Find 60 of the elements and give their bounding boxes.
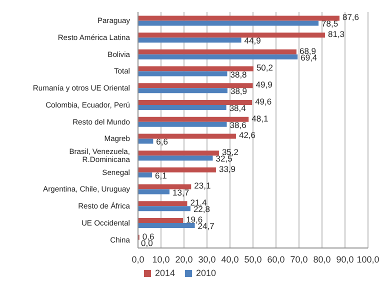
data-label: 6,6 bbox=[156, 136, 168, 147]
bar bbox=[138, 116, 249, 122]
data-label: 50,2 bbox=[256, 62, 274, 73]
data-label: 38,4 bbox=[229, 103, 246, 113]
data-label: 49,9 bbox=[256, 80, 273, 90]
bar bbox=[138, 206, 190, 212]
data-label: 38,8 bbox=[230, 69, 248, 80]
data-label: 81,3 bbox=[328, 29, 345, 39]
data-label: 78,5 bbox=[322, 18, 338, 29]
data-label: 44,9 bbox=[244, 36, 262, 46]
bar bbox=[138, 222, 195, 228]
bar bbox=[138, 184, 192, 190]
data-label: 0,6 bbox=[142, 231, 154, 242]
bar bbox=[138, 66, 254, 72]
data-label: 6,1 bbox=[155, 170, 168, 180]
bar bbox=[138, 122, 227, 127]
x-tick-label: 10,0 bbox=[152, 254, 170, 264]
bar bbox=[138, 138, 154, 144]
bar bbox=[138, 156, 213, 161]
bar bbox=[138, 189, 170, 194]
bar bbox=[138, 32, 325, 38]
data-label: 87,6 bbox=[342, 12, 360, 22]
data-label: 48,1 bbox=[252, 113, 268, 124]
bar bbox=[138, 167, 216, 172]
bar bbox=[138, 20, 319, 26]
data-label: 33,9 bbox=[218, 164, 236, 174]
data-label: 42,6 bbox=[238, 130, 256, 140]
bar bbox=[138, 104, 226, 110]
bar bbox=[138, 134, 236, 139]
bar bbox=[138, 150, 219, 156]
data-label: 23,1 bbox=[194, 180, 211, 191]
data-label: 13,7 bbox=[172, 187, 190, 198]
bar bbox=[138, 218, 184, 223]
data-label: 38,9 bbox=[230, 86, 248, 96]
data-label: 35,2 bbox=[222, 147, 239, 157]
bar bbox=[138, 83, 253, 88]
x-tick-label: 50,0 bbox=[244, 254, 262, 264]
data-label: 38,6 bbox=[230, 120, 247, 130]
data-label: 49,6 bbox=[255, 96, 272, 106]
bar bbox=[138, 88, 228, 94]
x-tick-label: 80,0 bbox=[313, 254, 331, 264]
bar bbox=[138, 49, 296, 54]
data-label: 68,9 bbox=[299, 46, 316, 56]
bar bbox=[138, 71, 228, 76]
bar bbox=[138, 38, 242, 43]
x-tick-label: 0,0 bbox=[132, 254, 144, 264]
x-tick-label: 30,0 bbox=[198, 254, 216, 264]
x-tick-label: 70,0 bbox=[290, 254, 308, 264]
bar bbox=[138, 100, 252, 105]
legend-label: 2010 bbox=[196, 268, 216, 278]
x-tick-label: 20,0 bbox=[175, 254, 193, 264]
bar bbox=[138, 54, 298, 60]
bar bbox=[138, 201, 188, 206]
x-tick-label: 100,0 bbox=[356, 254, 380, 264]
bar bbox=[138, 16, 340, 21]
x-tick-label: 40,0 bbox=[221, 254, 239, 264]
legend-label: 2014 bbox=[154, 268, 175, 278]
bar bbox=[138, 172, 152, 178]
x-tick-label: 60,0 bbox=[267, 254, 285, 264]
x-tick-label: 90,0 bbox=[336, 254, 354, 264]
